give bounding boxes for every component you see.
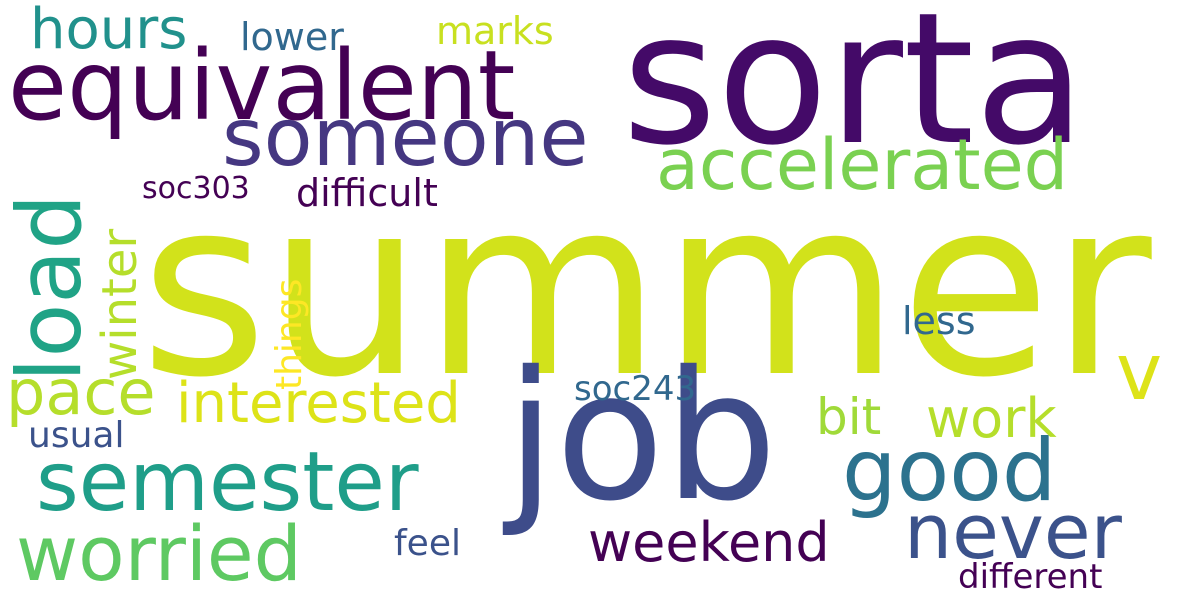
word-accelerated: accelerated [656,124,1069,206]
word-v: v [1116,328,1163,418]
word-never: never [904,487,1122,576]
word-soc303: soc303 [142,171,250,206]
word-equivalent: equivalent [8,30,516,142]
word-difficult: difficult [296,171,438,215]
word-semester: semester [36,435,419,530]
word-interested: interested [176,371,461,436]
word-feel: feel [394,523,461,564]
word-worried: worried [16,509,302,598]
word-good: good [842,421,1057,521]
word-work: work [926,387,1057,450]
word-lower: lower [240,15,344,59]
word-pace: pace [6,356,156,429]
word-weekend: weekend [588,511,830,574]
word-soc243: soc243 [574,369,697,409]
word-hours: hours [30,0,188,62]
word-usual: usual [28,415,125,456]
word-bit: bit [816,388,882,446]
word-load: load [0,193,101,382]
word-job: job [506,333,778,540]
word-different: different [958,557,1103,597]
word-less: less [902,299,976,343]
word-things: things [269,278,310,390]
word-marks: marks [436,9,554,53]
word-summer: summer [140,146,1152,431]
word-winter: winter [92,228,148,380]
word-someone: someone [222,91,589,184]
word-sorta: sorta [622,0,1086,185]
